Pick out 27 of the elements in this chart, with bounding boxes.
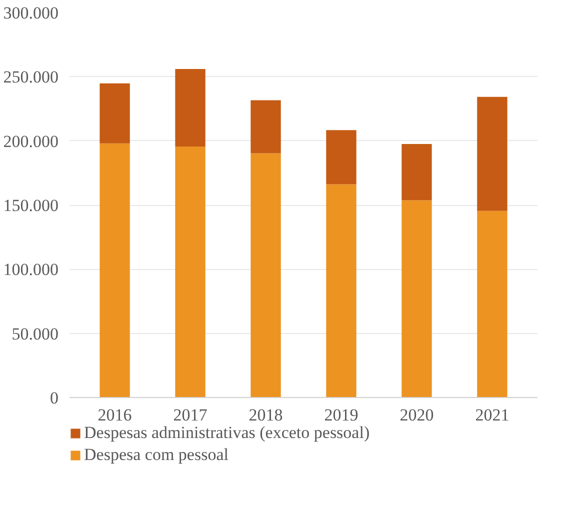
y-tick-label: 150.000 xyxy=(3,196,58,215)
x-tick-label: 2018 xyxy=(248,406,283,424)
bar xyxy=(477,210,508,398)
bar xyxy=(477,96,508,211)
bar xyxy=(326,184,356,398)
y-tick-label: 300.000 xyxy=(3,4,58,22)
y-tick-label: 250.000 xyxy=(3,68,58,87)
bar xyxy=(100,83,130,144)
x-tick-label: 2020 xyxy=(400,406,434,424)
x-tick-label: 2021 xyxy=(475,406,510,424)
bar xyxy=(175,146,206,398)
y-tick-label: 200.000 xyxy=(3,132,58,151)
bar xyxy=(250,100,281,154)
y-tick-label: 100.000 xyxy=(3,260,58,280)
x-tick-label: 2017 xyxy=(173,406,208,424)
x-tick-label: 2016 xyxy=(98,406,132,424)
bar xyxy=(402,144,432,200)
x-tick-label: 2019 xyxy=(324,406,358,424)
y-tick-label: 50.000 xyxy=(12,324,58,344)
bar xyxy=(402,200,432,398)
legend-label: Despesa com pessoal xyxy=(84,445,228,465)
legend-label: Despesas administrativas (exceto pessoal) xyxy=(84,423,370,443)
y-tick-label: 0 xyxy=(50,388,58,408)
bar xyxy=(326,130,356,184)
bar xyxy=(175,68,206,146)
bar xyxy=(250,153,281,398)
bar xyxy=(100,143,130,398)
